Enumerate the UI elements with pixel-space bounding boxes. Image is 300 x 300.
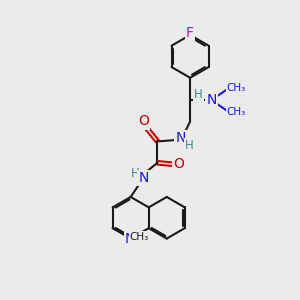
Text: CH₃: CH₃ (226, 83, 246, 93)
Text: N: N (206, 93, 217, 107)
Text: N: N (125, 232, 135, 246)
Text: CH₃: CH₃ (130, 232, 149, 242)
Text: H: H (194, 88, 203, 101)
Text: H: H (185, 139, 194, 152)
Text: N: N (138, 171, 148, 184)
Text: N: N (176, 131, 186, 146)
Text: H: H (131, 167, 140, 180)
Text: O: O (173, 157, 184, 171)
Text: CH₃: CH₃ (226, 107, 246, 117)
Text: F: F (186, 26, 194, 40)
Text: O: O (138, 115, 149, 128)
